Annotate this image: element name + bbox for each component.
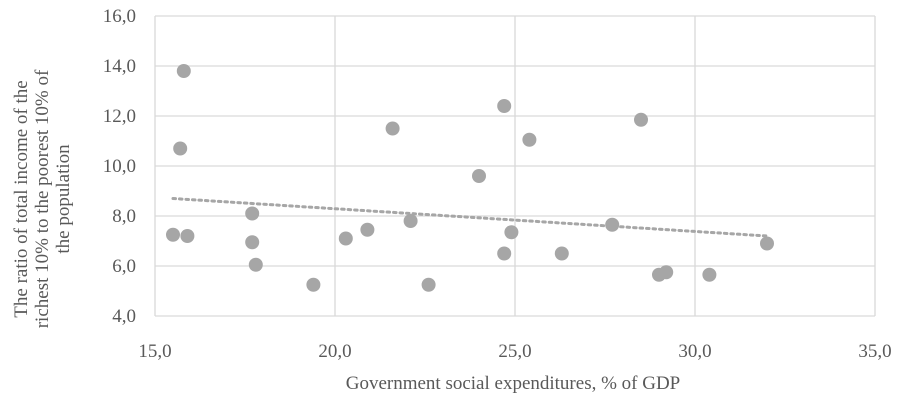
data-point (245, 206, 260, 221)
data-point (173, 141, 188, 156)
y-axis-title-line-2: richest 10% to the poorest 10% of (32, 69, 53, 328)
data-point (522, 132, 537, 147)
trendline (171, 197, 769, 238)
y-tick-label: 12,0 (103, 106, 136, 127)
y-tick-label: 10,0 (103, 156, 136, 177)
x-axis-title: Government social expenditures, % of GDP (346, 373, 681, 394)
x-tick-label: 30,0 (678, 341, 711, 362)
data-point (245, 235, 260, 250)
x-tick-label: 15,0 (138, 341, 171, 362)
data-point (385, 121, 400, 136)
data-point (702, 267, 717, 282)
data-point (472, 169, 486, 183)
y-axis-title-line-1: The ratio of total income of the (11, 80, 32, 317)
data-point (306, 277, 321, 292)
x-tick-label: 35,0 (858, 341, 891, 362)
data-point (421, 277, 436, 292)
data-point (760, 236, 774, 251)
y-tick-label: 16,0 (103, 6, 136, 27)
y-tick-label: 4,0 (112, 306, 136, 327)
data-point (166, 227, 180, 242)
trendline-group (171, 197, 769, 238)
data-point (180, 229, 195, 243)
data-point (497, 246, 512, 261)
data-point (403, 214, 418, 228)
data-point (338, 231, 353, 246)
y-tick-labels: 4,0 6,0 8,0 10,0 12,0 14,0 16,0 (103, 6, 136, 327)
y-tick-label: 6,0 (112, 256, 136, 277)
y-tick-label: 8,0 (112, 206, 136, 227)
y-tick-label: 14,0 (103, 56, 136, 77)
data-point (176, 64, 191, 78)
x-tick-label: 20,0 (318, 341, 351, 362)
data-point (360, 222, 375, 237)
data-point (554, 246, 569, 261)
data-point (497, 99, 512, 113)
data-point (504, 225, 519, 240)
x-tick-labels: 15,0 20,0 25,0 30,0 35,0 (138, 341, 891, 362)
data-point (248, 257, 263, 272)
data-point (659, 265, 674, 280)
y-axis-title: The ratio of total income of the richest… (11, 69, 74, 328)
y-axis-title-line-3: the population (53, 144, 74, 254)
data-point (634, 112, 648, 127)
data-point (605, 217, 620, 232)
data-points (166, 64, 774, 292)
x-tick-label: 25,0 (498, 341, 531, 362)
grid-lines (154, 15, 876, 317)
